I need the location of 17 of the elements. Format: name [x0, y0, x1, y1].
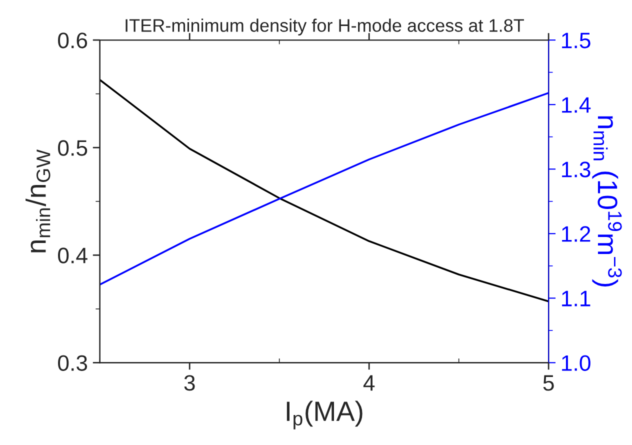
chart-title: ITER-minimum density for H-mode access at 1.8T — [126, 18, 524, 36]
y-tick-label: 0.3 — [58, 355, 88, 371]
y2-axis-title: n$_{min}$ (10$^{19}$m$^{−3}$) — [592, 116, 622, 286]
x-tick-label: 3 — [184, 375, 195, 391]
y2-tick-label: 1.0 — [562, 355, 590, 371]
y-tick-label: 0.6 — [58, 32, 88, 48]
x-tick-label: 4 — [363, 375, 375, 391]
y2-tick-label: 1.5 — [562, 32, 590, 48]
y2-tick-label: 1.4 — [562, 97, 591, 113]
y-axis-title: n$_{min}$/n$_{GW}$ — [26, 150, 50, 252]
y2-tick-label: 1.2 — [562, 226, 590, 242]
y2-tick-label: 1.3 — [562, 162, 590, 178]
y2-tick-label: 1.1 — [562, 290, 590, 306]
y-tick-label: 0.4 — [58, 248, 88, 264]
y-tick-label: 0.5 — [58, 140, 88, 156]
x-tick-label: 5 — [543, 375, 554, 391]
x-axis-title: I$_{p}$(MA) — [286, 400, 362, 430]
